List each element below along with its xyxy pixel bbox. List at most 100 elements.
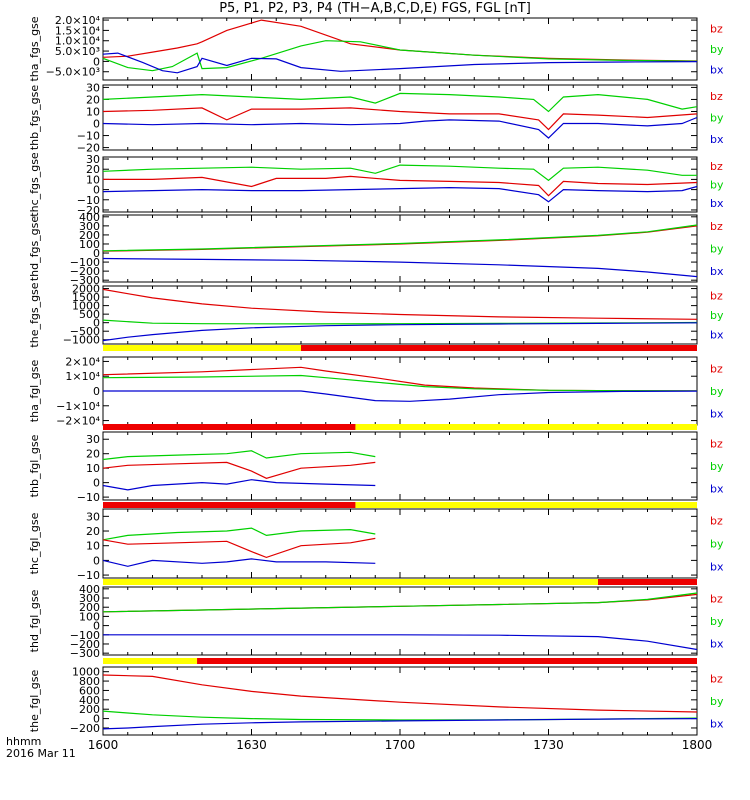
- legend-entry-bz: bz: [710, 515, 723, 528]
- legend-entry-bz: bz: [710, 672, 723, 685]
- panel-ylabel: the_fgl_gse: [28, 670, 41, 733]
- panel-ylabel: tha_fgl_gse: [28, 360, 41, 423]
- y-tick-label: 500: [79, 308, 100, 321]
- legend-entry-bx: bx: [710, 638, 724, 651]
- x-axis-caption: hhmm 2016 Mar 11: [6, 736, 76, 760]
- y-tick-label: 0: [93, 477, 100, 490]
- series-line-bz: [102, 461, 376, 479]
- legend-entry-bx: bx: [710, 265, 724, 278]
- y-tick-label: −300: [70, 274, 100, 287]
- y-tick-label: 10: [86, 462, 100, 475]
- panel-frame: [102, 586, 698, 656]
- y-tick-label: −10: [77, 491, 100, 504]
- y-tick-label: 400: [79, 211, 100, 224]
- panel-ylabel: thc_fgs_gse: [28, 152, 41, 217]
- panel-frame: [102, 431, 698, 501]
- series-line-by: [102, 164, 697, 182]
- panel-frame: [102, 508, 698, 579]
- series-line-bz: [102, 674, 698, 713]
- y-tick-label: 300: [79, 592, 100, 605]
- x-tick-label: 1630: [236, 738, 267, 752]
- legend-entry-by: by: [710, 538, 724, 551]
- y-tick-label: 400: [79, 583, 100, 596]
- series-line-bx: [102, 718, 698, 730]
- panel-ylabel: thc_fgl_gse: [28, 512, 41, 574]
- y-tick-label: 20: [86, 93, 100, 106]
- y-tick-label: 0: [93, 55, 100, 68]
- legend-entry-bz: bz: [710, 220, 723, 233]
- y-tick-label: 1.0×10⁴: [55, 35, 101, 48]
- legend-entry-by: by: [710, 243, 724, 256]
- y-tick-label: −10: [77, 194, 100, 207]
- y-tick-label: 10: [86, 105, 100, 118]
- legend-entry-bx: bx: [710, 408, 724, 421]
- legend-entry-bx: bx: [710, 483, 724, 496]
- y-tick-label: 1×10⁴: [65, 370, 100, 383]
- y-tick-label: 1000: [72, 666, 100, 679]
- y-tick-label: −2×10⁴: [56, 415, 100, 428]
- series-line-by: [102, 450, 376, 461]
- y-tick-label: 0: [93, 385, 100, 398]
- series-line-bx: [103, 634, 698, 651]
- state-bar-segment: [598, 579, 697, 585]
- y-tick-label: 2.0×10⁴: [55, 14, 101, 27]
- series-line-bx: [103, 390, 698, 402]
- x-tick-label: 1600: [88, 738, 119, 752]
- y-tick-label: −200: [70, 722, 100, 735]
- y-tick-label: 20: [86, 448, 100, 461]
- y-tick-label: −20: [77, 204, 100, 217]
- x-axis-caption-unit: hhmm: [6, 735, 42, 748]
- state-bar-segment: [103, 579, 598, 585]
- y-tick-label: −10: [77, 130, 100, 143]
- y-tick-label: 2000: [72, 283, 100, 296]
- series-line-by: [102, 527, 376, 541]
- series-line-by: [102, 40, 698, 72]
- y-tick-label: 300: [79, 220, 100, 233]
- legend-entry-bz: bz: [710, 160, 723, 173]
- legend-entry-bx: bx: [710, 718, 724, 731]
- y-tick-label: −200: [70, 265, 100, 278]
- legend-entry-bx: bx: [710, 328, 724, 341]
- series-line-bx: [102, 558, 376, 567]
- legend-entry-bz: bz: [710, 437, 723, 450]
- y-tick-label: 100: [79, 610, 100, 623]
- panel-ylabel: tha_fgs_gse: [28, 16, 41, 81]
- series-line-bx: [102, 116, 698, 139]
- series-line-by: [102, 592, 698, 613]
- legend-entry-by: by: [710, 695, 724, 708]
- series-line-bz: [102, 537, 376, 559]
- y-tick-label: 200: [79, 703, 100, 716]
- series-line-bz: [102, 19, 698, 62]
- y-tick-label: 0: [93, 118, 100, 131]
- y-tick-label: 10: [86, 173, 100, 186]
- y-tick-label: 10: [86, 540, 100, 553]
- series-line-by: [102, 92, 698, 113]
- state-bar-segment: [355, 502, 697, 508]
- y-tick-label: 0: [93, 184, 100, 197]
- series-line-bx: [102, 479, 376, 491]
- series-line-bx: [102, 52, 698, 74]
- state-bar-segment: [103, 345, 301, 351]
- legend-entry-by: by: [710, 615, 724, 628]
- series-line-bz: [102, 366, 698, 392]
- y-tick-label: −1×10⁴: [56, 400, 100, 413]
- series-line-bz: [102, 225, 698, 252]
- series-line-bz: [102, 107, 698, 131]
- y-tick-label: −300: [70, 647, 100, 660]
- panel-ylabel: thb_fgs_gse: [28, 85, 41, 151]
- y-tick-label: 800: [79, 675, 100, 688]
- state-bar-segment: [103, 502, 356, 508]
- panel-ylabel: thb_fgl_gse: [28, 434, 41, 497]
- legend-entry-bx: bx: [710, 197, 724, 210]
- y-tick-label: 0: [93, 554, 100, 567]
- series-line-bz: [102, 288, 698, 320]
- legend-entry-bz: bz: [710, 22, 723, 35]
- page-title: P5, P1, P2, P3, P4 (TH−A,B,C,D,E) FGS, F…: [219, 1, 531, 16]
- x-tick-label: 1730: [533, 738, 564, 752]
- y-tick-label: 30: [86, 433, 100, 446]
- y-tick-label: −100: [70, 629, 100, 642]
- x-tick-label: 1800: [682, 738, 713, 752]
- legend-entry-by: by: [710, 385, 724, 398]
- state-bar-segment: [197, 658, 698, 664]
- state-bar-segment: [103, 424, 356, 430]
